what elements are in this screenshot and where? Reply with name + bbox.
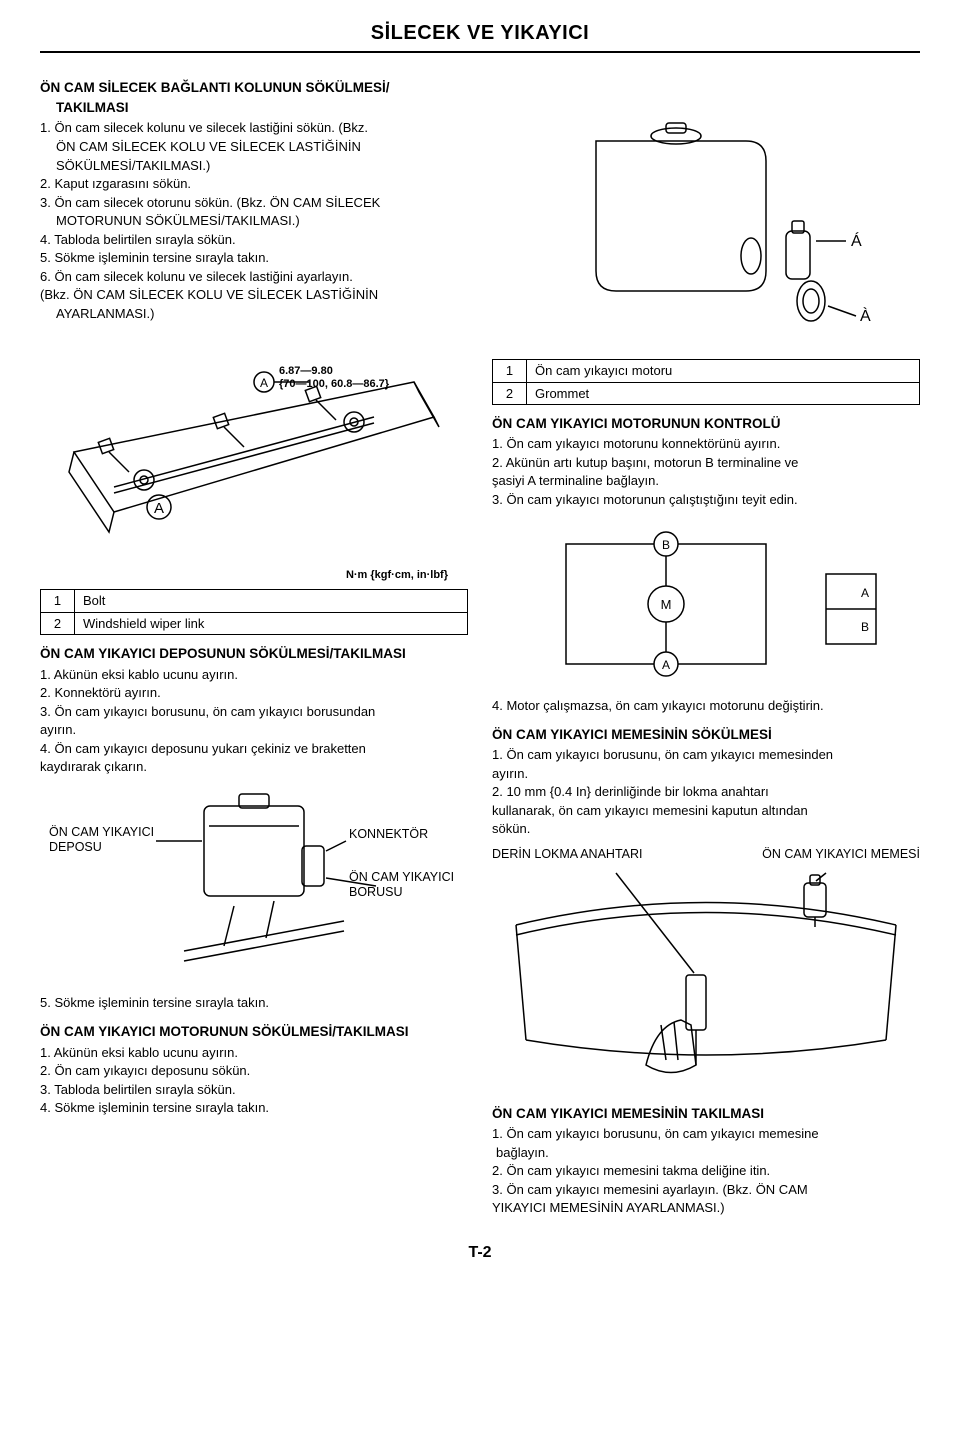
torque-val: 6.87—9.80 xyxy=(279,365,333,377)
label-hose: ÖN CAM YIKAYICI xyxy=(349,870,454,884)
sec8-p2: 2. Ön cam yıkayıcı memesini takma deliği… xyxy=(492,1162,920,1180)
cell-text: Ön cam yıkayıcı motoru xyxy=(527,360,920,383)
table-row: 2 Windshield wiper link xyxy=(41,612,468,635)
sec4-p3: 3. Tabloda belirtilen sırayla sökün. xyxy=(40,1081,468,1099)
sec4-p2: 2. Ön cam yıkayıcı deposunu sökün. xyxy=(40,1062,468,1080)
cell-text: Windshield wiper link xyxy=(75,612,468,635)
sec5-p2b: şasiyi A terminaline bağlayın. xyxy=(492,472,920,490)
table-row: 1 Bolt xyxy=(41,590,468,613)
conn-B: B xyxy=(861,620,869,634)
sec1-p1c: SÖKÜLMESİ/TAKILMASI.) xyxy=(40,157,468,175)
label-connector: KONNEKTÖR xyxy=(349,827,428,841)
sec7-head: ÖN CAM YIKAYICI MEMESİNİN SÖKÜLMESİ xyxy=(492,726,920,744)
right-column: Á À 1 Ön cam yıkayıcı motoru 2 Grommet Ö… xyxy=(492,71,920,1218)
figure-wiper-link: A A 6.87—9.80 {70—100, 60.8—86.7} xyxy=(40,332,468,562)
table-row: 1 Ön cam yıkayıcı motoru xyxy=(493,360,920,383)
sec1-p4: 4. Tabloda belirtilen sırayla sökün. xyxy=(40,231,468,249)
sec2-p1: 1. Akünün eksi kablo ucunu ayırın. xyxy=(40,666,468,684)
sec7-p2b: kullanarak, ön cam yıkayıcı memesini kap… xyxy=(492,802,920,820)
sec2-p2: 2. Konnektörü ayırın. xyxy=(40,684,468,702)
label-tank: ÖN CAM YIKAYICI xyxy=(49,825,154,839)
cell-text: Grommet xyxy=(527,382,920,405)
figure-washer-tank: ÖN CAM YIKAYICI DEPOSU KONNEKTÖR ÖN CAM … xyxy=(40,786,468,986)
parts-table-2: 1 Ön cam yıkayıcı motoru 2 Grommet xyxy=(492,359,920,405)
circ-A: A xyxy=(662,658,670,672)
sec1-p6: 6. Ön cam silecek kolunu ve silecek last… xyxy=(40,268,468,286)
label-tank2: DEPOSU xyxy=(49,840,102,854)
sec8-p3b: YIKAYICI MEMESİNİN AYARLANMASI.) xyxy=(492,1199,920,1217)
sec8-head: ÖN CAM YIKAYICI MEMESİNİN TAKILMASI xyxy=(492,1105,920,1123)
sec1-head2: TAKILMASI xyxy=(40,99,468,117)
sec4-head: ÖN CAM YIKAYICI MOTORUNUN SÖKÜLMESİ/TAKI… xyxy=(40,1023,468,1041)
sec1-p5: 5. Sökme işleminin tersine sırayla takın… xyxy=(40,249,468,267)
cell-num: 1 xyxy=(41,590,75,613)
sec6-p4: 4. Motor çalışmazsa, ön cam yıkayıcı mot… xyxy=(492,697,920,715)
sec1-p3: 3. Ön cam silecek otorunu sökün. (Bkz. Ö… xyxy=(40,194,468,212)
page-title: SİLECEK VE YIKAYICI xyxy=(40,20,920,53)
cell-text: Bolt xyxy=(75,590,468,613)
parts-table-1: 1 Bolt 2 Windshield wiper link xyxy=(40,589,468,635)
sec5-p1: 1. Ön cam yıkayıcı motorunu konnektörünü… xyxy=(492,435,920,453)
two-column-layout: ÖN CAM SİLECEK BAĞLANTI KOLUNUN SÖKÜLMES… xyxy=(40,71,920,1218)
figure-motor-exploded: Á À xyxy=(492,101,920,351)
sec5-p2: 2. Akünün artı kutup başını, motorun B t… xyxy=(492,454,920,472)
sec7-p1: 1. Ön cam yıkayıcı borusunu, ön cam yıka… xyxy=(492,746,920,764)
fig5-label-left: DERİN LOKMA ANAHTARI xyxy=(492,846,643,863)
sec1-p3b: MOTORUNUN SÖKÜLMESİ/TAKILMASI.) xyxy=(40,212,468,230)
sec7-p2: 2. 10 mm {0.4 In} derinliğinde bir lokma… xyxy=(492,783,920,801)
sec1-head: ÖN CAM SİLECEK BAĞLANTI KOLUNUN SÖKÜLMES… xyxy=(40,79,468,97)
torque-val2: {70—100, 60.8—86.7} xyxy=(279,378,390,390)
circ-M: M xyxy=(661,597,672,612)
sec2-p4: 4. Ön cam yıkayıcı deposunu yukarı çekin… xyxy=(40,740,468,758)
sec7-p1b: ayırın. xyxy=(492,765,920,783)
circ-B: B xyxy=(662,538,670,552)
svg-text:A: A xyxy=(260,376,268,390)
figure-nozzle xyxy=(492,865,920,1095)
sec3-p5: 5. Sökme işleminin tersine sırayla takın… xyxy=(40,994,468,1012)
figure-circuit: B M A A B xyxy=(492,519,920,689)
cell-num: 2 xyxy=(493,382,527,405)
sec1-p1b: ÖN CAM SİLECEK KOLU VE SİLECEK LASTİĞİNİ… xyxy=(40,138,468,156)
sec8-p1: 1. Ön cam yıkayıcı borusunu, ön cam yıka… xyxy=(492,1125,920,1143)
sec7-p2c: sökün. xyxy=(492,820,920,838)
conn-A: A xyxy=(861,586,869,600)
sec2-head: ÖN CAM YIKAYICI DEPOSUNUN SÖKÜLMESİ/TAKI… xyxy=(40,645,468,663)
sec5-head: ÖN CAM YIKAYICI MOTORUNUN KONTROLÜ xyxy=(492,415,920,433)
cell-num: 2 xyxy=(41,612,75,635)
sec1-p6c: AYARLANMASI.) xyxy=(40,305,468,323)
table-row: 2 Grommet xyxy=(493,382,920,405)
sec5-p3: 3. Ön cam yıkayıcı motorunun çalıştıştığ… xyxy=(492,491,920,509)
callout-b: À xyxy=(860,306,871,325)
sec4-p1: 1. Akünün eksi kablo ucunu ayırın. xyxy=(40,1044,468,1062)
unit-note: N·m {kgf·cm, in·lbf} xyxy=(40,568,468,583)
callout-a: Á xyxy=(851,231,862,250)
page-number: T-2 xyxy=(40,1242,920,1264)
cell-num: 1 xyxy=(493,360,527,383)
fig5-label-right: ÖN CAM YIKAYICI MEMESİ xyxy=(762,846,920,863)
sec1-p6b: (Bkz. ÖN CAM SİLECEK KOLU VE SİLECEK LAS… xyxy=(40,286,468,304)
sec2-p4b: kaydırarak çıkarın. xyxy=(40,758,468,776)
sec1-p2: 2. Kaput ızgarasını sökün. xyxy=(40,175,468,193)
sec8-p3: 3. Ön cam yıkayıcı memesini ayarlayın. (… xyxy=(492,1181,920,1199)
sec8-p1b: bağlayın. xyxy=(492,1144,920,1162)
sec4-p4: 4. Sökme işleminin tersine sırayla takın… xyxy=(40,1099,468,1117)
left-column: ÖN CAM SİLECEK BAĞLANTI KOLUNUN SÖKÜLMES… xyxy=(40,71,468,1218)
label-hose2: BORUSU xyxy=(349,885,402,899)
sec1-p1: 1. Ön cam silecek kolunu ve silecek last… xyxy=(40,119,468,137)
sec2-p3: 3. Ön cam yıkayıcı borusunu, ön cam yıka… xyxy=(40,703,468,721)
svg-text:A: A xyxy=(154,500,164,517)
sec2-p3b: ayırın. xyxy=(40,721,468,739)
